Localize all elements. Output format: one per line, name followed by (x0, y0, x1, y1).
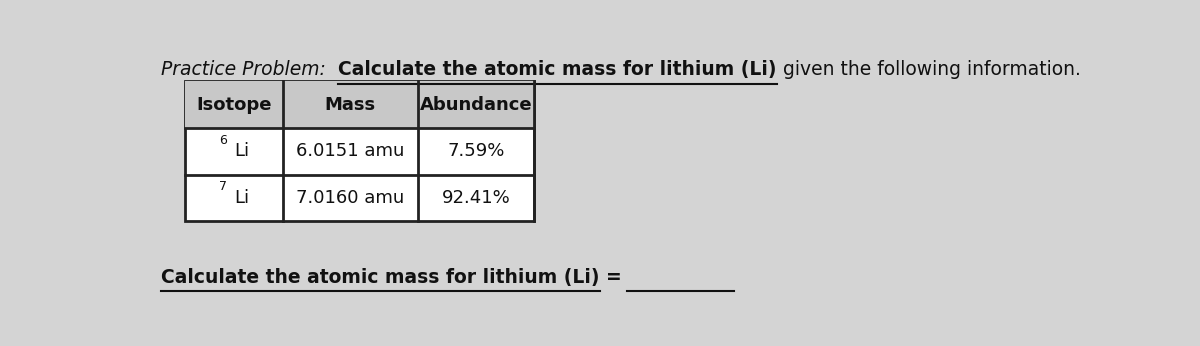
Text: 6: 6 (220, 134, 227, 147)
Text: Calculate the atomic mass for lithium (Li): Calculate the atomic mass for lithium (L… (338, 60, 776, 79)
Text: 7.0160 amu: 7.0160 amu (296, 189, 404, 207)
Text: 7.59%: 7.59% (448, 143, 505, 161)
Text: 6.0151 amu: 6.0151 amu (296, 143, 404, 161)
Text: Practice Problem:: Practice Problem: (161, 60, 338, 79)
Text: Isotope: Isotope (197, 96, 272, 114)
Text: 7: 7 (220, 180, 227, 193)
Text: 92.41%: 92.41% (442, 189, 510, 207)
Text: given the following information.: given the following information. (776, 60, 1080, 79)
Text: Li: Li (234, 189, 250, 207)
Text: Mass: Mass (325, 96, 376, 114)
Text: Abundance: Abundance (420, 96, 533, 114)
Bar (185, 81, 534, 128)
FancyBboxPatch shape (185, 82, 534, 221)
Text: Li: Li (234, 143, 250, 161)
Text: Calculate the atomic mass for lithium (Li) =: Calculate the atomic mass for lithium (L… (161, 267, 622, 286)
Text: Calculate the atomic mass for lithium (Li): Calculate the atomic mass for lithium (L… (161, 267, 600, 286)
